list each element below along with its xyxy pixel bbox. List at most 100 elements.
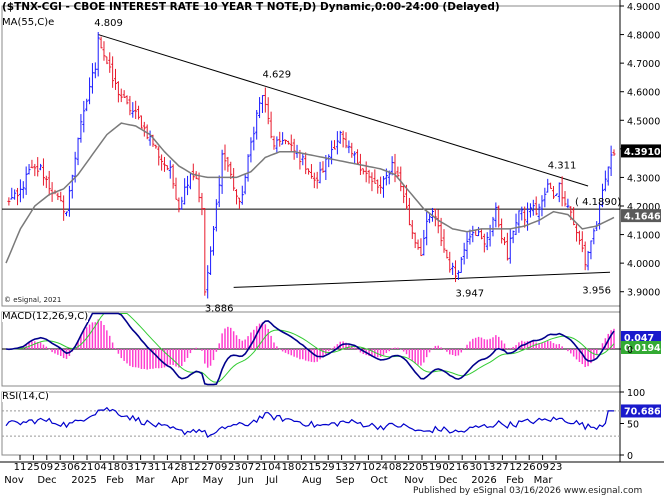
macd-line xyxy=(5,312,615,386)
rsi-tick-label: 50 xyxy=(627,420,639,431)
last-price-badge: 4.3910 xyxy=(624,147,661,158)
x-tick-label: 18 xyxy=(282,462,295,473)
x-tick-label: 13 xyxy=(335,462,348,473)
x-tick-label: 08 xyxy=(389,462,402,473)
price-annotation: 3.886 xyxy=(205,304,234,315)
x-tick-label: 27 xyxy=(496,462,509,473)
x-month-label: Mar xyxy=(534,475,554,486)
x-tick-label: 16 xyxy=(456,462,469,473)
x-month-label: Oct xyxy=(370,475,387,486)
x-tick-label: 06 xyxy=(67,462,80,473)
ma-value-badge: 4.1646 xyxy=(624,212,661,223)
rsi-tick-label: 100 xyxy=(627,388,645,399)
x-tick-label: 21 xyxy=(255,462,268,473)
chart-title: ($TNX-CGI - CBOE INTEREST RATE 10 YEAR T… xyxy=(2,1,500,13)
x-tick-label: 18 xyxy=(107,462,120,473)
macd-value-badge: 0.047 xyxy=(624,333,654,344)
x-tick-label: 23 xyxy=(54,462,67,473)
price-annotation: 3.956 xyxy=(582,286,611,297)
x-month-label: Dec xyxy=(37,475,56,486)
price-tick-label: 4.3000 xyxy=(627,173,660,184)
x-tick-label: 11 xyxy=(14,462,27,473)
x-month-label: Apr xyxy=(171,475,189,486)
x-tick-label: 07 xyxy=(241,462,254,473)
publisher-label: Published by eSignal 03/16/2026 www.esig… xyxy=(413,487,642,496)
level-label: ( 4.1890) xyxy=(575,197,621,208)
descending-trendline xyxy=(98,34,589,187)
x-month-label: Feb xyxy=(506,475,524,486)
macd-value-badge-bg xyxy=(621,331,661,344)
x-month-label: Feb xyxy=(106,475,124,486)
x-tick-label: 17 xyxy=(134,462,147,473)
price-annotation: 4.629 xyxy=(262,69,291,80)
x-month-label: Aug xyxy=(302,475,322,486)
x-tick-label: 05 xyxy=(416,462,429,473)
x-tick-label: 29 xyxy=(322,462,335,473)
rsi-panel-label: RSI(14,C) xyxy=(2,391,49,402)
x-tick-label: 02 xyxy=(442,462,455,473)
x-tick-label: 31 xyxy=(148,462,161,473)
macd-histogram xyxy=(8,319,615,370)
x-tick-label: 03 xyxy=(121,462,134,473)
publisher-site: www.esignal.com xyxy=(563,486,643,496)
price-tick-label: 4.6000 xyxy=(627,88,660,99)
x-tick-label: 28 xyxy=(174,462,187,473)
panel-frame-0 xyxy=(1,5,621,307)
rsi-value-badge: 70.686 xyxy=(624,406,661,417)
copyright-label: © eSignal, 2021 xyxy=(4,296,62,304)
macd-tick-label: 0 xyxy=(627,345,633,356)
macd-signal-line xyxy=(5,313,615,383)
publisher-text: Published by eSignal xyxy=(413,486,507,496)
x-month-label: Dec xyxy=(438,475,457,486)
price-annotation: 3.947 xyxy=(456,288,485,299)
price-tick-label: 3.9000 xyxy=(627,288,660,299)
publish-date: 03/16/2026 xyxy=(509,486,562,496)
signal-value-badge-bg xyxy=(621,341,661,354)
last-price-badge-bg xyxy=(621,144,661,158)
x-month-label: Jul xyxy=(265,475,278,486)
x-month-label: May xyxy=(203,475,224,486)
x-month-label: Jun xyxy=(237,475,254,486)
price-tick-label: 4.1000 xyxy=(627,231,660,242)
x-tick-label: 09 xyxy=(215,462,228,473)
x-tick-label: 13 xyxy=(483,462,496,473)
x-tick-label: 21 xyxy=(81,462,94,473)
signal-value-badge: 0.0194 xyxy=(624,343,661,354)
price-tick-label: 4.2000 xyxy=(627,202,660,213)
price-bars xyxy=(7,32,616,299)
x-tick-label: 27 xyxy=(349,462,362,473)
x-month-label: Mar xyxy=(136,475,156,486)
x-tick-label: 23 xyxy=(228,462,241,473)
price-tick-label: 4.5000 xyxy=(627,116,660,127)
x-tick-label: 04 xyxy=(94,462,107,473)
rsi-tick-label: 0 xyxy=(627,451,633,462)
macd-panel-label: MACD(12,26,9,C) xyxy=(2,311,89,322)
x-tick-label: 10 xyxy=(362,462,375,473)
x-tick-label: 04 xyxy=(268,462,281,473)
x-tick-label: 25 xyxy=(27,462,40,473)
x-tick-label: 30 xyxy=(469,462,482,473)
x-tick-label: 23 xyxy=(550,462,563,473)
x-tick-label: 24 xyxy=(375,462,388,473)
price-tick-label: 4.0000 xyxy=(627,259,660,270)
price-tick-label: 4.8000 xyxy=(627,31,660,42)
rsi-value-badge-bg xyxy=(621,404,661,418)
x-tick-label: 12 xyxy=(188,462,201,473)
panel-frame-2 xyxy=(1,391,621,456)
x-tick-label: 15 xyxy=(308,462,321,473)
x-tick-label: 26 xyxy=(523,462,536,473)
x-month-label: Nov xyxy=(4,475,24,486)
x-tick-label: 14 xyxy=(161,462,174,473)
x-month-label: 2025 xyxy=(71,475,96,486)
x-tick-label: 02 xyxy=(295,462,308,473)
x-month-label: 2026 xyxy=(471,475,496,486)
price-tick-label: 4.7000 xyxy=(627,59,660,70)
ma-value-badge-bg xyxy=(621,209,661,223)
x-tick-label: 12 xyxy=(509,462,522,473)
x-tick-label: 22 xyxy=(402,462,415,473)
x-tick-label: 09 xyxy=(40,462,53,473)
x-month-label: Sep xyxy=(336,475,355,486)
x-tick-label: 19 xyxy=(429,462,442,473)
